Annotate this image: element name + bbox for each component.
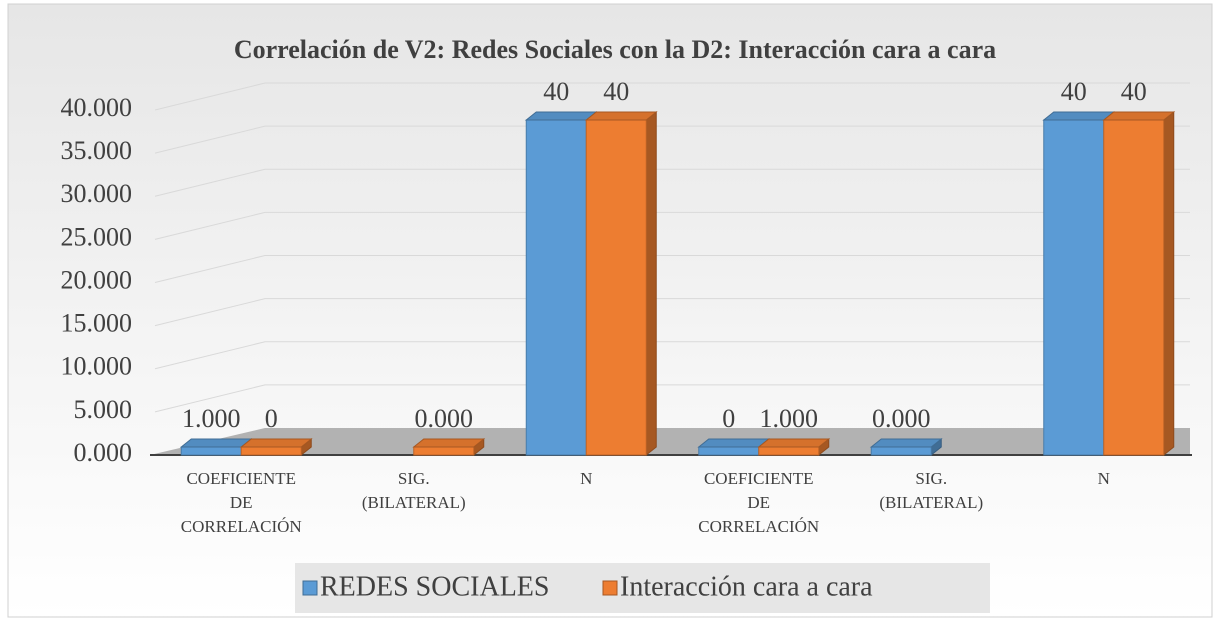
x-tick-label: SIG. (BILATERAL) <box>879 469 983 512</box>
y-tick-label: 15.000 <box>61 309 133 338</box>
bar-front <box>585 119 647 456</box>
grid-line <box>154 341 1190 370</box>
data-label: 0.000 <box>872 404 931 433</box>
bar-top <box>869 438 943 448</box>
y-tick-label: 35.000 <box>61 136 133 165</box>
legend-label: REDES SOCIALES <box>320 571 549 602</box>
x-tick-label: COEFICIENTE DE CORRELACIÓN <box>698 469 819 536</box>
data-label: 40 <box>1061 77 1087 106</box>
bar-top <box>1042 111 1116 121</box>
y-tick-label: 0.000 <box>74 438 133 467</box>
data-label: 40 <box>1121 77 1147 106</box>
data-label: 1.000 <box>760 404 819 433</box>
data-label: 0 <box>722 404 735 433</box>
bar <box>584 110 658 457</box>
grid-line <box>154 384 1190 413</box>
bar-top <box>1102 111 1176 121</box>
bar-front <box>413 446 475 456</box>
grid-line <box>154 82 1190 111</box>
bar <box>412 437 486 457</box>
y-tick-label: 20.000 <box>61 265 133 294</box>
x-tick-label: N <box>1098 469 1110 488</box>
bar-top <box>697 438 771 448</box>
bar-front <box>758 446 820 456</box>
grid-line <box>154 168 1190 197</box>
data-label: 40 <box>543 77 569 106</box>
bar <box>239 437 313 457</box>
bar-top <box>584 111 658 121</box>
y-tick-label: 10.000 <box>61 352 133 381</box>
bar-side <box>645 110 657 457</box>
grid-line <box>154 298 1190 327</box>
bar-front <box>1103 119 1165 456</box>
y-tick-label: 25.000 <box>61 222 133 251</box>
y-tick-label: 30.000 <box>61 179 133 208</box>
data-label: 1.000 <box>182 404 241 433</box>
data-label: 40 <box>603 77 629 106</box>
legend-label: Interacción cara a cara <box>620 571 873 602</box>
y-tick-label: 40.000 <box>61 93 133 122</box>
chart-title: Correlación de V2: Redes Sociales con la… <box>234 35 996 64</box>
bar-top <box>412 438 486 448</box>
bar-top <box>239 438 313 448</box>
data-label: 0.000 <box>415 404 474 433</box>
grid-line <box>154 255 1190 283</box>
data-label: 0 <box>265 404 278 433</box>
bar-front <box>1043 119 1105 456</box>
bar-front <box>698 446 760 456</box>
bar-top <box>524 111 598 121</box>
bar-top <box>757 438 831 448</box>
bar-side <box>1163 110 1175 457</box>
legend-swatch <box>302 580 318 596</box>
bar-top <box>179 438 253 448</box>
bar <box>1102 110 1176 457</box>
bar-front <box>525 119 587 456</box>
bar-front <box>870 446 932 456</box>
legend-swatch <box>602 580 618 596</box>
x-tick-label: SIG. (BILATERAL) <box>362 469 466 512</box>
grid-line <box>154 211 1190 240</box>
legend-box <box>295 563 990 613</box>
bar-front <box>240 446 302 456</box>
bar <box>869 437 943 457</box>
y-tick-label: 5.000 <box>74 395 133 424</box>
bar <box>757 437 831 457</box>
bar-front <box>180 446 242 456</box>
grid-line <box>154 125 1190 154</box>
x-tick-label: COEFICIENTE DE CORRELACIÓN <box>181 469 302 536</box>
x-tick-label: N <box>580 469 592 488</box>
